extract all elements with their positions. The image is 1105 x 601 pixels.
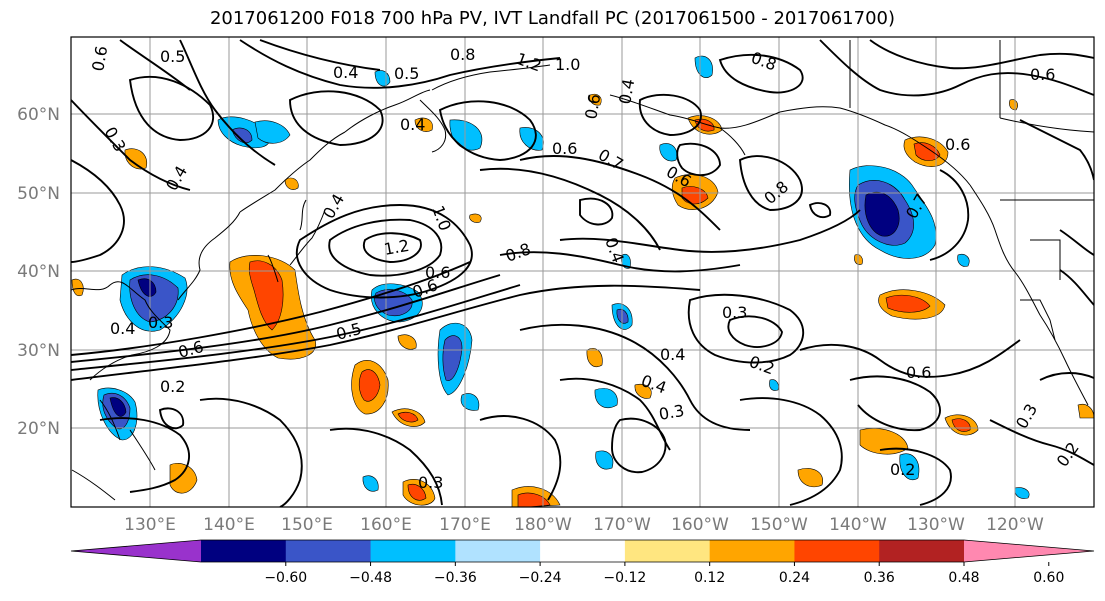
colorbar-segment bbox=[201, 540, 287, 562]
lat-label: 40°N bbox=[17, 262, 60, 282]
contour-label: 0.2 bbox=[160, 377, 185, 396]
lon-label: 150°W bbox=[750, 515, 808, 535]
map-border bbox=[70, 36, 1095, 508]
contour-label: 0.5 bbox=[394, 64, 419, 83]
contour-label: 0.3 bbox=[657, 401, 685, 424]
colorbar-tick-label: −0.36 bbox=[434, 570, 477, 586]
contour-label: 0.6 bbox=[88, 44, 111, 72]
contour-label: 0.4 bbox=[615, 77, 638, 105]
colorbar-tick-label: 0.48 bbox=[948, 570, 979, 586]
lon-label: 140°E bbox=[203, 515, 255, 535]
contour-label: 0.3 bbox=[722, 303, 747, 322]
contour-label: 0.6 bbox=[581, 92, 604, 120]
colorbar-tick-label: 0.36 bbox=[864, 570, 895, 586]
contour-label: 1.0 bbox=[555, 55, 580, 74]
lon-label: 170°W bbox=[593, 515, 651, 535]
contour-label: 1.2 bbox=[382, 236, 410, 259]
colorbar-tick-label: −0.48 bbox=[349, 570, 392, 586]
colorbar-segment bbox=[794, 540, 880, 562]
colorbar-tick-label: −0.12 bbox=[603, 570, 646, 586]
lon-label: 180°W bbox=[514, 515, 572, 535]
contour-label: 0.4 bbox=[333, 63, 358, 82]
pv-contours bbox=[71, 39, 1094, 507]
contour-label: 0.5 bbox=[160, 47, 185, 66]
contour-label: 0.6 bbox=[1030, 65, 1055, 84]
lon-label: 130°W bbox=[907, 515, 965, 535]
lat-label: 30°N bbox=[17, 341, 60, 361]
colorbar-extend-high bbox=[964, 540, 1094, 562]
contour-label: 0.6 bbox=[425, 263, 450, 282]
lon-label: 130°E bbox=[124, 515, 176, 535]
colorbar-segment bbox=[624, 540, 711, 562]
colorbar-tick-label: 0.60 bbox=[1033, 570, 1064, 586]
colorbar: −0.60 −0.48 −0.36 −0.24 −0.12 0.12 0.24 0.36 0.4… bbox=[70, 539, 1095, 586]
contour-label: 0.4 bbox=[660, 345, 685, 364]
colorbar-segment bbox=[540, 540, 626, 562]
lon-label: 160°E bbox=[360, 515, 412, 535]
map-title: 2017061200 F018 700 hPa PV, IVT Landfall… bbox=[209, 8, 896, 29]
contour-label: 0.4 bbox=[400, 115, 425, 134]
lon-label: 170°E bbox=[439, 515, 491, 535]
lon-label: 120°W bbox=[986, 515, 1044, 535]
contour-label: 0.8 bbox=[450, 45, 475, 64]
colorbar-segment bbox=[455, 540, 541, 562]
contour-label: 0.6 bbox=[552, 139, 577, 158]
lat-label: 20°N bbox=[17, 419, 60, 439]
lon-label: 140°W bbox=[829, 515, 887, 535]
graticule bbox=[71, 37, 1094, 507]
latitude-labels: 60°N 50°N 40°N 30°N 20°N bbox=[17, 105, 60, 439]
contour-label: 0.3 bbox=[148, 313, 173, 332]
longitude-labels: 130°E 140°E 150°E 160°E 170°E 180°W 170°… bbox=[124, 515, 1044, 535]
colorbar-tick-label: 0.12 bbox=[694, 570, 725, 586]
colorbar-segment bbox=[709, 540, 795, 562]
coastlines bbox=[71, 40, 1094, 501]
colorbar-tick-label: −0.60 bbox=[264, 570, 307, 586]
contour-label: 0.4 bbox=[110, 319, 135, 338]
contour-label: 0.3 bbox=[418, 473, 443, 492]
colorbar-segment bbox=[285, 540, 372, 562]
colorbar-segment bbox=[370, 540, 456, 562]
contour-label: 0.6 bbox=[945, 135, 970, 154]
lat-label: 60°N bbox=[17, 105, 60, 125]
contour-label: 0.2 bbox=[890, 460, 915, 479]
lon-label: 150°E bbox=[281, 515, 333, 535]
colorbar-extend-low bbox=[71, 540, 201, 562]
shaded-anomalies bbox=[71, 55, 1094, 507]
lat-label: 50°N bbox=[17, 184, 60, 204]
contour-label: 0.6 bbox=[906, 363, 931, 382]
colorbar-tick-label: 0.24 bbox=[779, 570, 810, 586]
colorbar-tick-label: −0.24 bbox=[519, 570, 562, 586]
colorbar-segment bbox=[879, 540, 965, 562]
lon-label: 160°W bbox=[671, 515, 729, 535]
